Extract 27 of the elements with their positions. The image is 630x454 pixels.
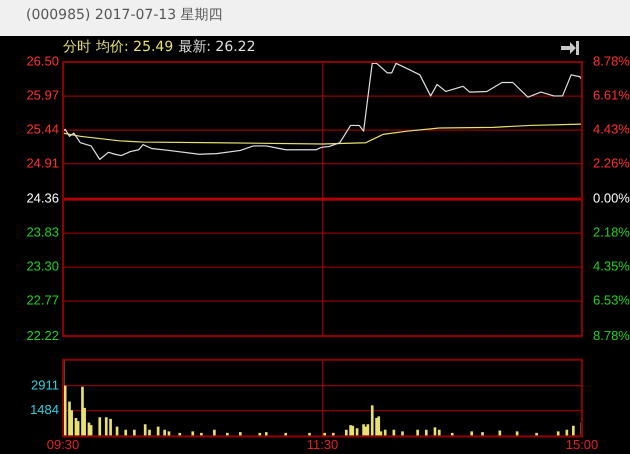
- y2-tick-label: 8.78%: [593, 54, 630, 69]
- y2-tick-label: 4.43%: [593, 122, 630, 137]
- y2-tick-label: 8.78%: [593, 328, 630, 343]
- y-tick-label: 1484: [30, 402, 59, 418]
- chart-title: (000985) 2017-07-13 星期四: [0, 0, 630, 36]
- y-tick-label: 23.30: [26, 258, 59, 274]
- y2-tick-label: 4.35%: [593, 258, 630, 274]
- chart-subtitle: 分时: [63, 39, 91, 55]
- y-tick-label: 22.77: [26, 292, 59, 308]
- y2-tick-label: 6.61%: [593, 87, 630, 102]
- y-tick-label: 2911: [31, 377, 59, 392]
- y-tick-label: 24.36: [26, 190, 59, 206]
- text: 最新: 26.22: [178, 39, 256, 55]
- x-tick-label: 11:30: [306, 436, 338, 452]
- y2-tick-label: 6.53%: [593, 292, 630, 308]
- y2-tick-label: 2.18%: [593, 224, 630, 240]
- y2-tick-label: 0.00%: [593, 190, 630, 206]
- y-tick-label: 22.22: [26, 328, 59, 343]
- x-tick-label: 09:30: [46, 436, 80, 452]
- y-tick-label: 23.83: [26, 224, 59, 240]
- x-tick-label: 15:00: [566, 436, 598, 452]
- y-tick-label: 26.50: [26, 54, 59, 69]
- y-tick-label: 25.44: [26, 121, 59, 136]
- y2-tick-label: 2.26%: [593, 155, 630, 170]
- y-tick-label: 25.97: [26, 88, 59, 103]
- text: 均价: 25.49: [96, 39, 174, 55]
- y-tick-label: 24.91: [26, 155, 59, 170]
